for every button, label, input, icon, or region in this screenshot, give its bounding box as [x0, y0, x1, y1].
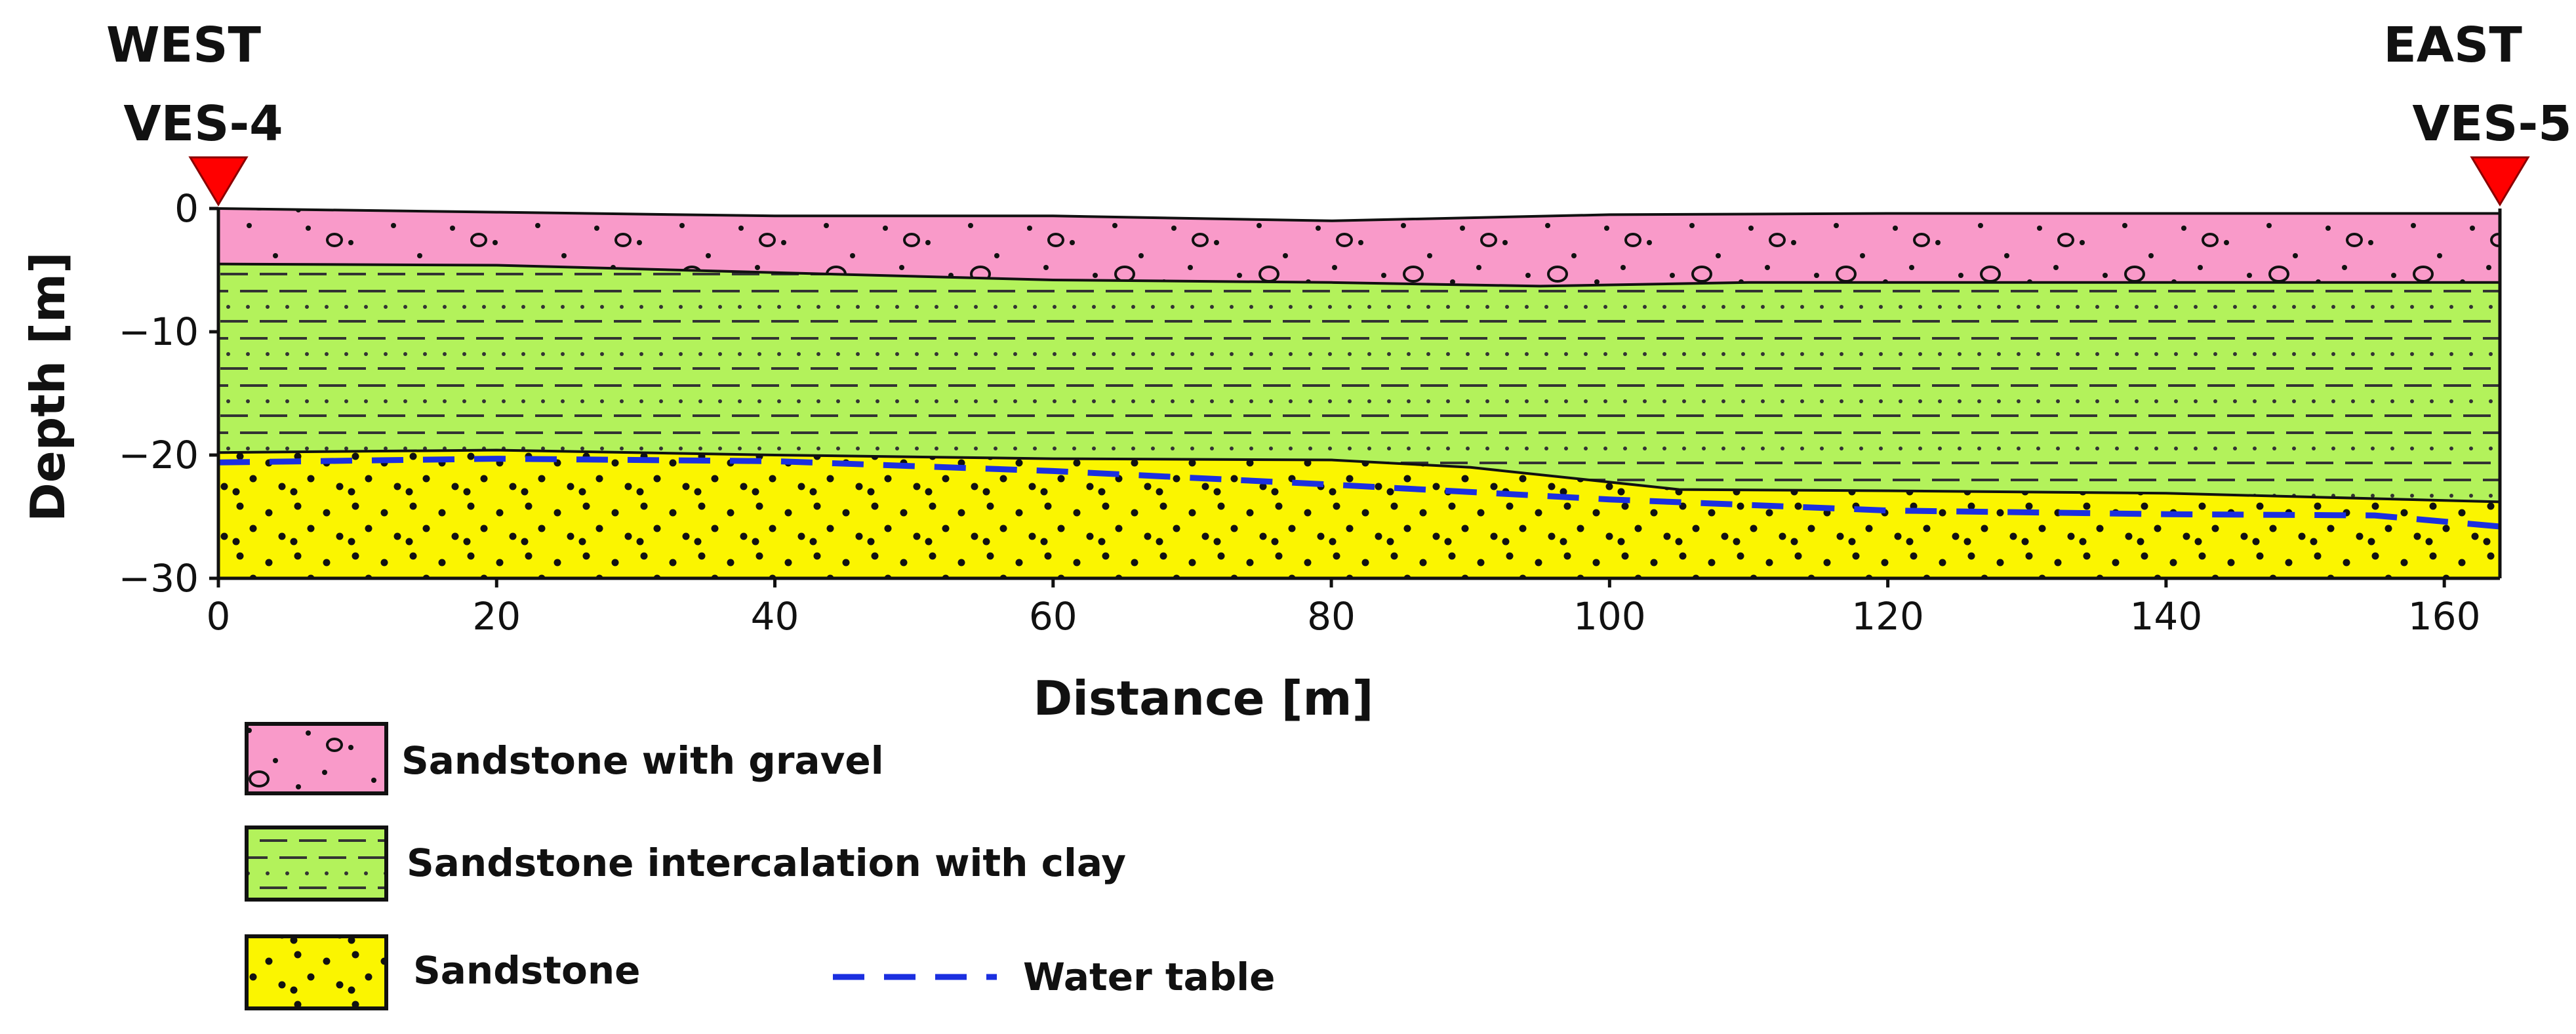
legend-swatch-gravel-border	[245, 722, 388, 795]
gravel-base-boundary	[218, 262, 2500, 288]
legend-swatch-clay-border	[245, 825, 388, 902]
sandstone-layer	[218, 450, 2500, 578]
y-tick-label: −10	[119, 309, 199, 354]
y-tick-label: −20	[119, 433, 199, 477]
east-station-label: VES-5	[2412, 96, 2571, 152]
x-tick-label: 20	[472, 594, 521, 639]
west-direction-label: WEST	[106, 17, 261, 73]
east-direction-label: EAST	[2383, 17, 2522, 73]
x-tick-label: 140	[2130, 594, 2203, 639]
x-axis-title: Distance [m]	[1034, 671, 1374, 726]
y-axis-ticks: 0 −10 −20 −30	[119, 186, 218, 601]
y-tick-label: −30	[119, 556, 199, 601]
x-tick-label: 100	[1573, 594, 1646, 639]
legend-label-clay: Sandstone intercalation with clay	[407, 841, 1126, 885]
west-station-label: VES-4	[123, 96, 283, 152]
legend-label-gravel: Sandstone with gravel	[401, 738, 884, 783]
y-axis-title: Depth [m]	[20, 252, 75, 522]
legend-swatch-gravel	[247, 724, 386, 793]
legend-swatch-clay	[247, 827, 386, 900]
x-tick-label: 0	[207, 594, 231, 639]
y-tick-label: 0	[174, 186, 199, 231]
clay-base-boundary	[218, 448, 2501, 504]
legend-swatch-sandstone	[247, 936, 386, 1008]
x-tick-label: 60	[1029, 594, 1077, 639]
legend-swatch-sandstone-border	[245, 934, 388, 1010]
x-tick-label: 40	[751, 594, 799, 639]
x-tick-label: 160	[2408, 594, 2481, 639]
x-tick-label: 120	[1851, 594, 1924, 639]
water-table-line	[218, 456, 2501, 530]
ground-surface-line	[218, 207, 2500, 222]
east-station-marker-icon	[2470, 156, 2530, 207]
x-axis-ticks: 0 20 40 60 80 100 120 140 160	[207, 578, 2481, 639]
gravel-sandstone-layer	[218, 209, 2500, 287]
legend: Sandstone with gravel Sandstone intercal…	[245, 722, 1276, 1010]
clay-intercalation-layer	[218, 264, 2500, 502]
x-tick-label: 80	[1307, 594, 1356, 639]
legend-label-water-table: Water table	[1023, 955, 1276, 999]
west-station-marker-icon	[188, 156, 249, 207]
legend-label-sandstone: Sandstone	[413, 948, 640, 993]
